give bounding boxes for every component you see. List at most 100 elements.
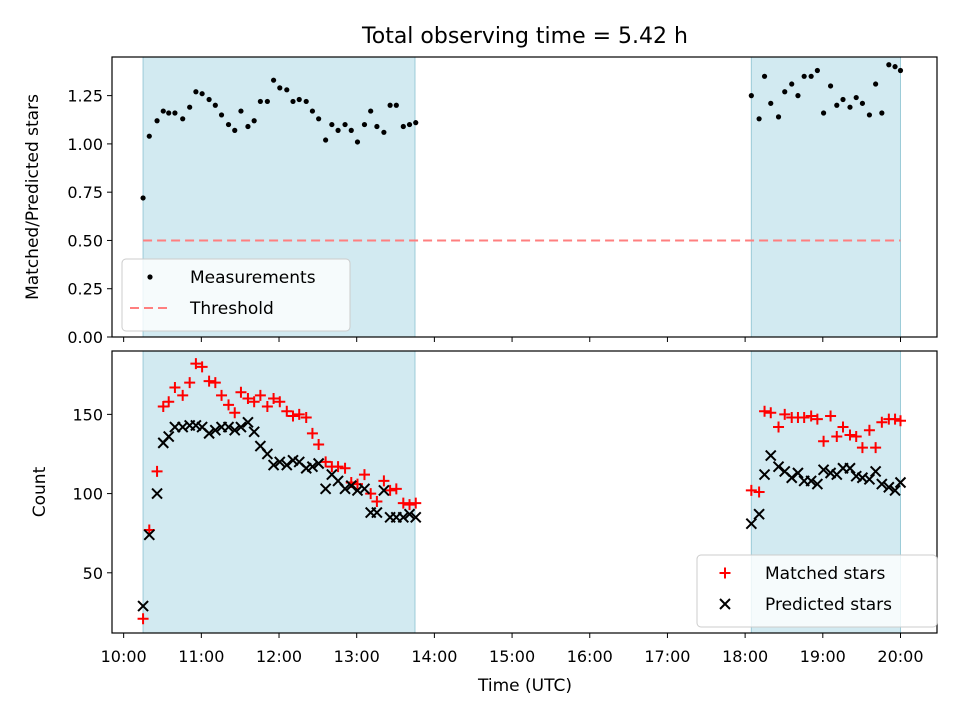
measurement-point — [853, 94, 859, 101]
x-tick-label: 20:00 — [877, 647, 923, 666]
predicted-star-point — [358, 483, 371, 495]
predicted-star-point — [222, 421, 235, 433]
matched-star-point — [745, 484, 757, 496]
x-tick-label: 14:00 — [411, 647, 457, 666]
matched-star-point — [753, 486, 765, 498]
observing-window — [750, 56, 901, 338]
x-tick-label: 10:00 — [101, 647, 147, 666]
legend-label: Predicted stars — [765, 595, 892, 615]
predicted-star-point — [345, 479, 357, 492]
matched-star-point — [332, 461, 344, 473]
x-tick-label: 11:00 — [178, 647, 224, 666]
predicted-star-point — [312, 457, 325, 470]
legend-marker-matched — [719, 567, 731, 579]
measurement-point — [808, 73, 814, 79]
matched-star-point — [759, 405, 771, 417]
measurement-point — [296, 96, 302, 103]
plot-frame — [111, 350, 938, 634]
predicted-star-point — [844, 462, 856, 474]
measurement-point — [400, 123, 406, 130]
matched-star-point — [365, 488, 377, 500]
matched-star-point — [798, 412, 810, 424]
y-tick-label: 0.50 — [67, 231, 103, 250]
measurement-point — [406, 121, 413, 128]
matched-star-point — [870, 442, 882, 454]
measurement-point — [154, 118, 160, 124]
predicted-star-point — [143, 529, 155, 541]
measurement-point — [264, 98, 270, 105]
measurement-point — [795, 93, 801, 99]
matched-star-point — [805, 410, 817, 422]
measurement-point — [374, 123, 380, 130]
measurement-point — [886, 62, 892, 68]
matched-star-point — [229, 407, 241, 419]
predicted-star-point — [805, 475, 817, 487]
matched-star-point — [163, 396, 175, 408]
matched-star-point — [248, 396, 260, 408]
predicted-star-point — [248, 426, 260, 438]
x-tick-label: 13:00 — [334, 647, 380, 666]
measurement-point — [859, 100, 866, 106]
matched-star-point — [339, 462, 351, 474]
matched-star-point — [137, 613, 149, 625]
matched-star-point — [320, 456, 332, 468]
predicted-star-point — [753, 508, 765, 520]
measurement-point — [206, 96, 212, 103]
measurement-point — [166, 110, 172, 116]
measurement-point — [892, 64, 898, 70]
measurement-point — [782, 89, 788, 95]
matched-star-point — [844, 429, 856, 441]
predicted-star-point — [267, 459, 280, 471]
measurement-point — [866, 112, 873, 118]
predicted-star-point — [876, 478, 888, 490]
measurement-point — [775, 114, 782, 120]
matched-star-point — [196, 361, 208, 373]
measurement-point — [393, 102, 399, 108]
matched-star-point — [274, 396, 286, 408]
measurement-point — [277, 85, 283, 91]
predicted-star-point — [163, 430, 175, 443]
matched-star-point — [281, 405, 293, 417]
measurement-point — [323, 137, 329, 143]
matched-star-point — [184, 377, 196, 389]
measurement-point — [761, 73, 768, 79]
predicted-star-point — [306, 460, 319, 473]
predicted-star-point — [883, 481, 895, 493]
matched-star-point — [306, 427, 318, 439]
measurement-point — [309, 108, 316, 114]
y-tick-label: 0.75 — [67, 183, 103, 202]
predicted-star-point — [242, 416, 254, 428]
measurement-point — [381, 129, 387, 135]
matched-star-point — [371, 496, 383, 508]
y-tick-label: 100 — [72, 485, 103, 504]
predicted-star-point — [758, 468, 771, 481]
measurement-point — [834, 102, 840, 108]
x-axis-label: Time (UTC) — [477, 676, 572, 696]
bottom-panel: 50 100 150 Count Matched stars Predicted star… — [30, 350, 938, 638]
matched-star-point — [404, 499, 416, 511]
matched-star-point — [293, 408, 305, 420]
predicted-star-point — [817, 464, 830, 476]
predicted-star-point — [261, 448, 274, 460]
matched-star-point — [190, 358, 202, 370]
measurement-point — [329, 121, 335, 128]
x-axis: 10:00 11:00 12:00 13:00 14:00 15:00 16:00 17:00… — [101, 647, 924, 666]
y-tick-label: 0.00 — [67, 328, 103, 347]
measurement-point — [180, 116, 186, 122]
measurement-point — [348, 127, 354, 133]
matched-star-point — [261, 400, 273, 412]
measurement-point — [840, 96, 846, 103]
measurement-point — [342, 121, 348, 128]
matched-star-point — [254, 389, 266, 401]
top-panel: 0.00 0.25 0.50 0.75 1.00 1.25 Matched/Predicte… — [23, 56, 938, 347]
x-tick-label: 18:00 — [722, 647, 768, 666]
measurement-point — [212, 102, 218, 108]
observing-window — [142, 350, 416, 634]
matched-star-point — [876, 416, 888, 428]
x-tick-label: 15:00 — [489, 647, 535, 666]
y-tick-label: 0.25 — [67, 280, 103, 299]
measurement-point — [160, 108, 166, 114]
measurement-point — [897, 67, 904, 74]
measurement-point — [873, 81, 879, 87]
x-tick-label: 12:00 — [256, 647, 302, 666]
